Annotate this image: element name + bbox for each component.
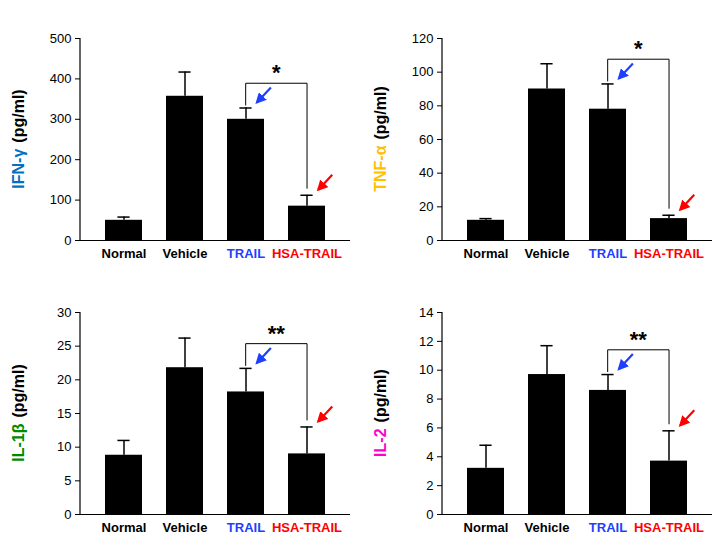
svg-text:Vehicle: Vehicle xyxy=(525,246,570,261)
svg-text:12: 12 xyxy=(419,334,433,349)
svg-text:IFN-γ(pg/ml): IFN-γ(pg/ml) xyxy=(10,89,27,188)
svg-text:Normal: Normal xyxy=(464,520,509,535)
svg-text:6: 6 xyxy=(426,420,433,435)
svg-text:0: 0 xyxy=(64,507,71,522)
svg-text:120: 120 xyxy=(412,31,434,46)
svg-text:0: 0 xyxy=(426,507,433,522)
svg-text:4: 4 xyxy=(426,449,433,464)
svg-text:15: 15 xyxy=(57,406,71,421)
svg-text:300: 300 xyxy=(50,111,72,126)
svg-text:20: 20 xyxy=(419,199,433,214)
svg-text:200: 200 xyxy=(50,152,72,167)
svg-text:*: * xyxy=(272,60,281,85)
svg-text:TRAIL: TRAIL xyxy=(227,246,265,261)
svg-text:400: 400 xyxy=(50,71,72,86)
svg-text:20: 20 xyxy=(57,372,71,387)
svg-text:HSA-TRAIL: HSA-TRAIL xyxy=(634,520,704,535)
svg-text:100: 100 xyxy=(50,192,72,207)
svg-text:60: 60 xyxy=(419,132,433,147)
svg-text:10: 10 xyxy=(57,439,71,454)
svg-text:10: 10 xyxy=(419,362,433,377)
svg-text:Vehicle: Vehicle xyxy=(163,246,208,261)
svg-text:40: 40 xyxy=(419,165,433,180)
svg-text:25: 25 xyxy=(57,338,71,353)
svg-text:TRAIL: TRAIL xyxy=(589,520,627,535)
svg-text:TNF-α(pg/ml): TNF-α(pg/ml) xyxy=(372,86,389,192)
svg-text:500: 500 xyxy=(50,31,72,46)
svg-text:Vehicle: Vehicle xyxy=(163,520,208,535)
svg-text:2: 2 xyxy=(426,478,433,493)
svg-text:IL-2(pg/ml): IL-2(pg/ml) xyxy=(372,369,389,457)
svg-text:**: ** xyxy=(268,321,286,346)
svg-text:0: 0 xyxy=(426,233,433,248)
svg-text:HSA-TRAIL: HSA-TRAIL xyxy=(634,246,704,261)
svg-text:30: 30 xyxy=(57,305,71,320)
svg-text:**: ** xyxy=(630,327,648,352)
svg-text:80: 80 xyxy=(419,98,433,113)
svg-text:14: 14 xyxy=(419,305,433,320)
svg-text:TRAIL: TRAIL xyxy=(589,246,627,261)
svg-text:5: 5 xyxy=(64,473,71,488)
svg-text:Vehicle: Vehicle xyxy=(525,520,570,535)
svg-text:8: 8 xyxy=(426,391,433,406)
svg-text:100: 100 xyxy=(412,64,434,79)
svg-text:TRAIL: TRAIL xyxy=(227,520,265,535)
svg-text:0: 0 xyxy=(64,233,71,248)
svg-text:Normal: Normal xyxy=(102,520,147,535)
svg-text:*: * xyxy=(634,36,643,61)
svg-text:HSA-TRAIL: HSA-TRAIL xyxy=(272,246,342,261)
svg-text:Normal: Normal xyxy=(464,246,509,261)
svg-text:HSA-TRAIL: HSA-TRAIL xyxy=(272,520,342,535)
svg-text:IL-1β(pg/ml): IL-1β(pg/ml) xyxy=(10,364,27,462)
svg-text:Normal: Normal xyxy=(102,246,147,261)
